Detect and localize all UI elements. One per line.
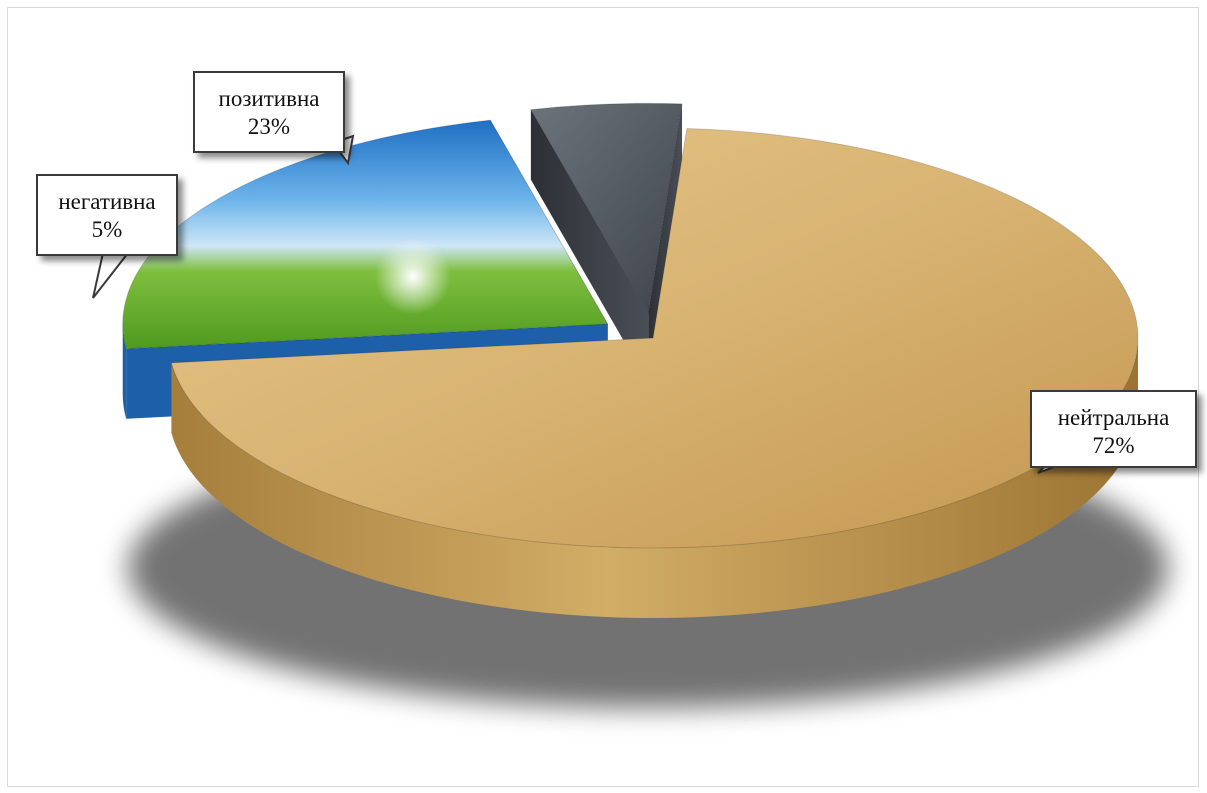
data-label-negative-name: негативна [58,189,156,214]
pie-slice-negative [530,102,683,315]
data-label-positive: позитивна 23% [193,71,345,153]
data-label-neutral-value: 72% [1092,433,1135,458]
data-label-positive-name: позитивна [218,86,320,111]
sun-highlight [374,238,451,315]
pie-slice-neutral-side [171,338,1138,618]
pie-chart [92,102,1168,708]
data-label-negative: негативна 5% [36,174,178,256]
pie-slice-negative-edge-1 [530,109,649,384]
data-label-neutral: нейтральна 72% [1030,390,1197,468]
pie-slice-negative-edge-2 [648,103,683,384]
data-label-positive-value: 23% [247,114,291,139]
data-label-negative-value: 5% [91,217,123,242]
chart-frame: позитивна 23% негативна 5% нейтральна 72… [7,7,1199,787]
data-label-neutral-name: нейтральна [1057,405,1170,430]
callout-tail-negative [92,252,131,299]
pie-slice-neutral [170,127,1139,549]
pie-slice-positive-side [122,323,127,419]
pie-slice-positive [122,119,609,350]
